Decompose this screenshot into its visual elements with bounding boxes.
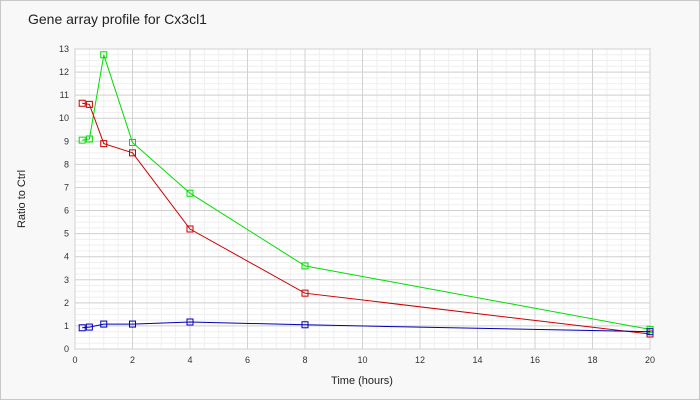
x-tick-label: 18 [587, 355, 597, 365]
data-point [100, 320, 108, 328]
series-line-1 [82, 54, 651, 330]
data-point [85, 135, 93, 143]
y-tick-label: 4 [64, 252, 69, 262]
y-tick-label: 9 [64, 136, 69, 146]
y-tick-label: 11 [60, 90, 69, 100]
data-point [301, 289, 309, 297]
y-tick-label: 3 [64, 275, 69, 285]
x-tick-label: 12 [415, 355, 425, 365]
data-point [646, 328, 654, 336]
x-tick-label: 20 [645, 355, 655, 365]
series-group [78, 51, 654, 338]
data-point [186, 318, 194, 326]
y-tick-label: 5 [64, 229, 69, 239]
x-tick-label: 4 [187, 355, 192, 365]
data-point [301, 321, 309, 329]
series-line-3 [82, 321, 651, 333]
data-point [78, 99, 86, 107]
data-point [129, 138, 136, 146]
y-tick-label: 7 [64, 182, 69, 192]
data-point [301, 262, 309, 270]
data-point [78, 324, 86, 332]
y-tick-label: 8 [64, 159, 69, 169]
y-tick-label: 13 [59, 44, 69, 54]
x-tick-label: 10 [357, 355, 367, 365]
data-point [129, 149, 136, 157]
x-tick-label: 14 [472, 355, 482, 365]
data-point [85, 100, 93, 108]
data-point [78, 136, 86, 144]
data-point [100, 51, 108, 59]
data-point [186, 189, 194, 197]
series-line-2 [82, 102, 651, 335]
data-point [100, 140, 108, 148]
grid [74, 48, 651, 350]
x-tick-label: 16 [530, 355, 540, 365]
y-tick-label: 2 [64, 298, 69, 308]
y-tick-label: 6 [64, 206, 69, 216]
y-tick-label: 12 [59, 67, 69, 77]
data-point [85, 323, 93, 331]
y-tick-label: 0 [64, 344, 69, 354]
y-tick-label: 1 [64, 321, 69, 331]
y-axis-label: Ratio to Ctrl [16, 170, 28, 228]
data-point [186, 225, 194, 233]
chart-title: Gene array profile for Cx3cl1 [28, 11, 207, 27]
y-tick-label: 10 [59, 113, 69, 123]
x-tick-label: 2 [130, 355, 135, 365]
x-axis-label: Time (hours) [331, 375, 393, 387]
data-point [129, 320, 136, 328]
x-tick-label: 0 [72, 355, 77, 365]
x-tick-label: 8 [302, 355, 307, 365]
x-tick-label: 6 [245, 355, 250, 365]
